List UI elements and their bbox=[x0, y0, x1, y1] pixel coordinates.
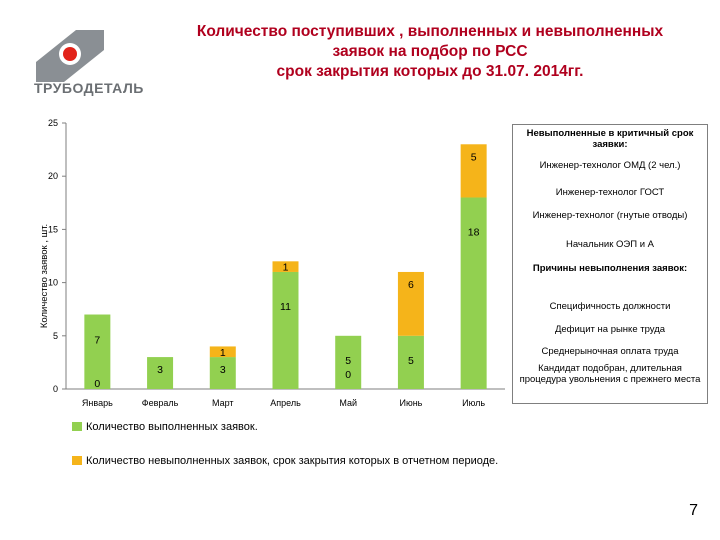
bar-not-done bbox=[460, 144, 487, 198]
bar-done bbox=[460, 197, 487, 389]
legend-item-market-salary: Среднерыночная оплата труда bbox=[541, 346, 679, 357]
data-label-not-done: 0 bbox=[345, 369, 351, 381]
y-tick-label: 0 bbox=[53, 384, 58, 394]
bar-done bbox=[209, 357, 236, 389]
legend-item-market-deficit: Дефицит на рынке труда bbox=[554, 324, 666, 335]
data-label-done: 5 bbox=[408, 355, 414, 367]
page-title: Количество поступивших , выполненных и н… bbox=[150, 22, 710, 82]
legend-item-long-dismissal: Кандидат подобран, длительная процедура … bbox=[519, 363, 701, 385]
x-tick-label: Июнь bbox=[399, 398, 422, 408]
bar-not-done bbox=[397, 271, 424, 336]
data-label-done: 11 bbox=[280, 301, 291, 313]
series-legend-done: Количество выполненных заявок. bbox=[72, 420, 472, 434]
y-tick-label: 10 bbox=[48, 278, 58, 288]
company-logo bbox=[32, 28, 144, 98]
legend-item-omd-engineer: Инженер-технолог ОМД (2 чел.) bbox=[539, 160, 681, 171]
data-label-not-done: 1 bbox=[220, 347, 226, 359]
data-label-not-done: 0 bbox=[94, 378, 100, 390]
bar-not-done bbox=[209, 346, 236, 358]
data-label-done: 5 bbox=[345, 355, 351, 367]
legend-heading-reasons: Причины невыполнения заявок: bbox=[532, 263, 688, 274]
y-tick-label: 25 bbox=[48, 118, 58, 128]
legend-label-not-done: Количество невыполненных заявок, срок за… bbox=[86, 455, 499, 467]
legend-heading-unfulfilled: Невыполненные в критичный срок заявки: bbox=[526, 128, 694, 150]
y-tick-label: 5 bbox=[53, 331, 58, 341]
legend-item-bend-engineer: Инженер-технолог (гнутые отводы) bbox=[532, 210, 688, 221]
bar-done bbox=[147, 357, 174, 389]
bar-done bbox=[272, 271, 299, 389]
legend-swatch-done bbox=[72, 422, 82, 431]
legend-item-gost-engineer: Инженер-технолог ГОСТ bbox=[555, 187, 665, 198]
data-label-done: 7 bbox=[94, 334, 100, 346]
bar-done bbox=[335, 335, 362, 389]
data-label-done: 3 bbox=[157, 364, 163, 376]
y-tick-label: 15 bbox=[48, 224, 58, 234]
series-legend-not-done: Количество невыполненных заявок, срок за… bbox=[72, 454, 542, 468]
legend-label-done: Количество выполненных заявок. bbox=[86, 421, 258, 433]
bar-not-done bbox=[272, 261, 299, 272]
data-label-done: 3 bbox=[220, 364, 226, 376]
bar-done bbox=[397, 335, 424, 389]
x-tick-label: Январь bbox=[82, 398, 113, 408]
data-label-not-done: 6 bbox=[408, 279, 414, 291]
title-line-2: заявок на подбор по РСС bbox=[332, 43, 528, 60]
logo-red-dot bbox=[63, 47, 77, 61]
y-axis-title: Количество заявок , шт. bbox=[39, 224, 50, 328]
x-tick-label: Июль bbox=[462, 398, 485, 408]
x-tick-label: Март bbox=[212, 398, 234, 408]
data-label-not-done: 1 bbox=[283, 262, 289, 274]
x-tick-label: Апрель bbox=[270, 398, 301, 408]
legend-item-specificity: Специфичность должности bbox=[549, 301, 671, 312]
legend-swatch-not-done bbox=[72, 456, 82, 465]
info-legend-box: Невыполненные в критичный срок заявки: И… bbox=[512, 124, 708, 404]
legend-item-oep-head: Начальник ОЭП и А bbox=[566, 239, 654, 250]
title-line-1: Количество поступивших , выполненных и н… bbox=[196, 23, 664, 40]
logo-text: ТРУБОДЕТАЛЬ bbox=[34, 80, 144, 96]
bar-done bbox=[84, 314, 111, 389]
title-line-3: срок закрытия которых до 31.07. 2014гг. bbox=[276, 63, 584, 80]
data-label-not-done: 5 bbox=[471, 151, 477, 163]
x-tick-label: Февраль bbox=[142, 398, 179, 408]
data-label-done: 18 bbox=[468, 226, 480, 238]
logo-emblem-icon bbox=[36, 30, 104, 82]
x-tick-label: Май bbox=[339, 398, 357, 408]
y-tick-label: 20 bbox=[48, 171, 58, 181]
page-number: 7 bbox=[689, 502, 698, 519]
